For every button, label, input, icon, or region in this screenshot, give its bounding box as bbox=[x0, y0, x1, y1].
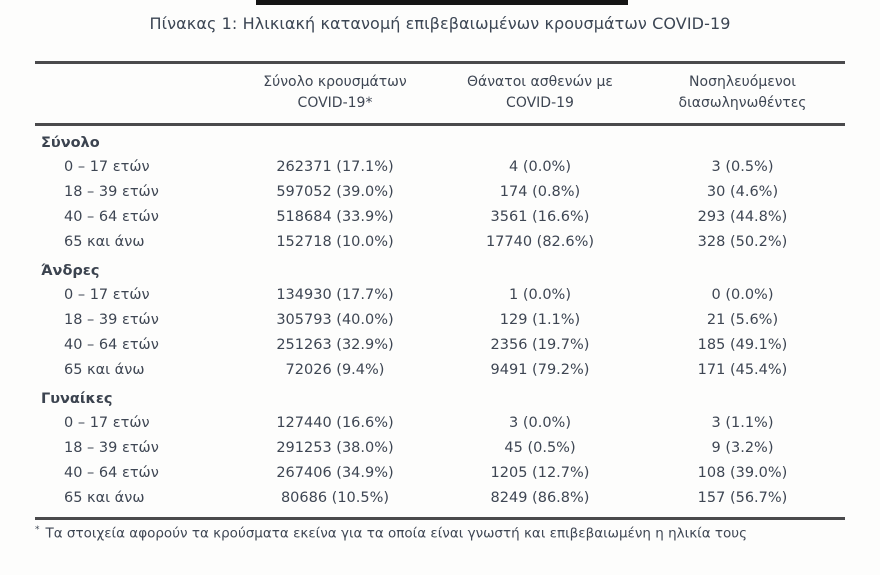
column-header-intubated: Νοσηλευόμενοι διασωληνωθέντες bbox=[640, 72, 845, 114]
age-label: 18 – 39 ετών bbox=[64, 439, 159, 456]
age-label: 65 και άνω bbox=[64, 233, 145, 250]
cases-value: 80686 (10.5%) bbox=[280, 489, 390, 506]
cases-value: 518684 (33.9%) bbox=[276, 208, 394, 225]
cases-value: 291253 (38.0%) bbox=[276, 439, 394, 456]
age-label: 65 και άνω bbox=[64, 361, 145, 378]
deaths-value: 3 (0.0%) bbox=[509, 414, 571, 431]
deaths-value: 3561 (16.6%) bbox=[490, 208, 590, 225]
intubated-value: 3 (1.1%) bbox=[711, 414, 774, 431]
deaths-value: 45 (0.5%) bbox=[504, 439, 576, 456]
intubated-value: 9 (3.2%) bbox=[711, 439, 774, 456]
deaths-value: 1205 (12.7%) bbox=[490, 464, 590, 481]
section-label-men: Άνδρες bbox=[41, 263, 100, 279]
table-row: 18 – 39 ετών 597052 (39.0%) 174 (0.8%) 3… bbox=[35, 179, 845, 204]
age-label: 0 – 17 ετών bbox=[64, 286, 150, 303]
cases-value: 251263 (32.9%) bbox=[276, 336, 394, 353]
intubated-value: 171 (45.4%) bbox=[697, 361, 788, 378]
deaths-value: 2356 (19.7%) bbox=[490, 336, 590, 353]
column-header-line: Νοσηλευόμενοι bbox=[689, 74, 796, 90]
deaths-value: 1 (0.0%) bbox=[509, 286, 571, 303]
cases-value: 262371 (17.1%) bbox=[276, 158, 394, 175]
age-label: 18 – 39 ετών bbox=[64, 183, 159, 200]
header-bottom-rule bbox=[35, 123, 845, 126]
age-label: 0 – 17 ετών bbox=[64, 414, 150, 431]
intubated-value: 3 (0.5%) bbox=[711, 158, 774, 175]
table-title: Πίνακας 1: Ηλικιακή κατανομή επιβεβαιωμέ… bbox=[149, 14, 731, 33]
deaths-value: 9491 (79.2%) bbox=[490, 361, 590, 378]
cases-value: 134930 (17.7%) bbox=[276, 286, 394, 303]
footnote-asterisk: * bbox=[35, 525, 40, 535]
table-row: 40 – 64 ετών 518684 (33.9%) 3561 (16.6%)… bbox=[35, 204, 845, 229]
footnote-text: Τα στοιχεία αφορούν τα κρούσματα εκείνα … bbox=[45, 525, 748, 542]
intubated-value: 30 (4.6%) bbox=[706, 183, 779, 200]
table-row: 65 και άνω 152718 (10.0%) 17740 (82.6%) … bbox=[35, 229, 845, 254]
cases-value: 127440 (16.6%) bbox=[276, 414, 394, 431]
table-row: 0 – 17 ετών 127440 (16.6%) 3 (0.0%) 3 (1… bbox=[35, 410, 845, 435]
deaths-value: 17740 (82.6%) bbox=[485, 233, 595, 250]
column-header-deaths: Θάνατοι ασθενών με COVID-19 bbox=[440, 72, 640, 114]
section-label-total: Σύνολο bbox=[41, 135, 100, 151]
cases-value: 597052 (39.0%) bbox=[276, 183, 394, 200]
table-header-row: Σύνολο κρουσμάτων COVID-19* Θάνατοι ασθε… bbox=[35, 64, 845, 123]
cases-value: 305793 (40.0%) bbox=[276, 311, 394, 328]
table-row: 0 – 17 ετών 262371 (17.1%) 4 (0.0%) 3 (0… bbox=[35, 154, 845, 179]
deaths-value: 174 (0.8%) bbox=[499, 183, 581, 200]
age-label: 0 – 17 ετών bbox=[64, 158, 150, 175]
column-header-line: διασωληνωθέντες bbox=[678, 95, 807, 111]
intubated-value: 21 (5.6%) bbox=[706, 311, 779, 328]
cases-value: 152718 (10.0%) bbox=[276, 233, 394, 250]
covid-age-table: Σύνολο κρουσμάτων COVID-19* Θάνατοι ασθε… bbox=[35, 61, 845, 520]
age-label: 40 – 64 ετών bbox=[64, 208, 159, 225]
intubated-value: 293 (44.8%) bbox=[697, 208, 788, 225]
intubated-value: 328 (50.2%) bbox=[697, 233, 788, 250]
age-label: 18 – 39 ετών bbox=[64, 311, 159, 328]
intubated-value: 157 (56.7%) bbox=[697, 489, 788, 506]
table-row: 40 – 64 ετών 251263 (32.9%) 2356 (19.7%)… bbox=[35, 332, 845, 357]
deaths-value: 8249 (86.8%) bbox=[490, 489, 590, 506]
deaths-value: 4 (0.0%) bbox=[509, 158, 571, 175]
table-row: 65 και άνω 80686 (10.5%) 8249 (86.8%) 15… bbox=[35, 485, 845, 510]
table-row: 65 και άνω 72026 (9.4%) 9491 (79.2%) 171… bbox=[35, 357, 845, 382]
section-label-women: Γυναίκες bbox=[41, 391, 113, 407]
age-label: 65 και άνω bbox=[64, 489, 145, 506]
deaths-value: 129 (1.1%) bbox=[499, 311, 581, 328]
table-row: 40 – 64 ετών 267406 (34.9%) 1205 (12.7%)… bbox=[35, 460, 845, 485]
age-label: 40 – 64 ετών bbox=[64, 464, 159, 481]
column-header-total-cases: Σύνολο κρουσμάτων COVID-19* bbox=[230, 72, 440, 114]
table-row: 18 – 39 ετών 291253 (38.0%) 45 (0.5%) 9 … bbox=[35, 435, 845, 460]
column-header-line: Θάνατοι ασθενών με bbox=[466, 74, 613, 90]
table-row: 18 – 39 ετών 305793 (40.0%) 129 (1.1%) 2… bbox=[35, 307, 845, 332]
column-header-line: Σύνολο κρουσμάτων bbox=[263, 74, 407, 90]
intubated-value: 0 (0.0%) bbox=[711, 286, 774, 303]
cases-value: 267406 (34.9%) bbox=[276, 464, 394, 481]
table-top-rule bbox=[35, 61, 845, 64]
intubated-value: 108 (39.0%) bbox=[697, 464, 788, 481]
cases-value: 72026 (9.4%) bbox=[285, 361, 385, 378]
age-label: 40 – 64 ετών bbox=[64, 336, 159, 353]
table-row: 0 – 17 ετών 134930 (17.7%) 1 (0.0%) 0 (0… bbox=[35, 282, 845, 307]
intubated-value: 185 (49.1%) bbox=[697, 336, 788, 353]
footnote: * Τα στοιχεία αφορούν τα κρούσματα εκείνα… bbox=[35, 525, 845, 542]
cropped-top-bar bbox=[256, 0, 628, 5]
column-header-line: COVID-19* bbox=[297, 95, 373, 111]
column-header-line: COVID-19 bbox=[506, 95, 574, 111]
table-bottom-rule bbox=[35, 517, 845, 520]
